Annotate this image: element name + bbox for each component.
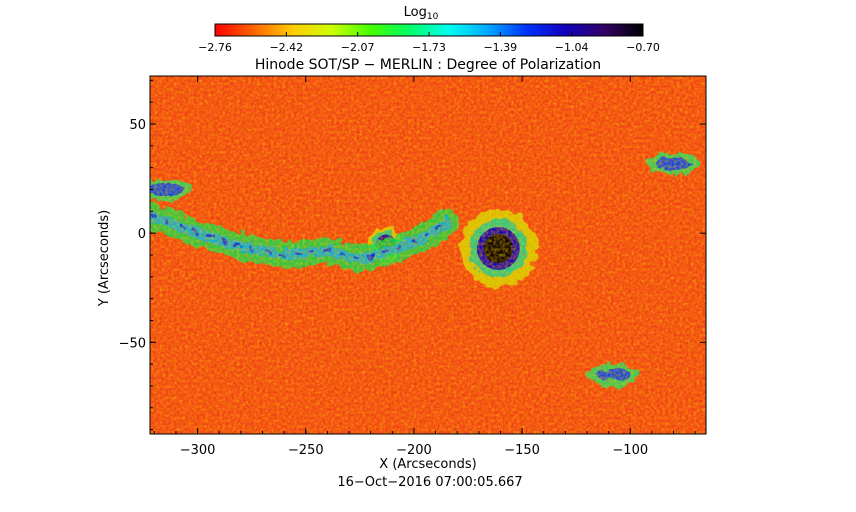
x-tick-label: −250 xyxy=(288,443,324,458)
colorbar-tick-label: −2.07 xyxy=(341,41,375,54)
colorbar-label: Log10 xyxy=(404,5,439,22)
y-tick-label: 50 xyxy=(129,118,146,133)
y-axis-label: Y (Arcseconds) xyxy=(97,210,112,307)
colorbar-tick-label: −1.04 xyxy=(555,41,589,54)
chart-title: Hinode SOT/SP − MERLIN : Degree of Polar… xyxy=(255,57,601,73)
plot-area: −300 −250 −200 −150 −100 50 0 −50 xyxy=(119,75,707,458)
x-tick-label: −200 xyxy=(396,443,432,458)
x-tick-label: −300 xyxy=(180,443,216,458)
y-tick-label: 0 xyxy=(138,227,146,242)
y-tick-label: −50 xyxy=(119,336,146,351)
colorbar-tick-label: −1.39 xyxy=(483,41,517,54)
x-tick-label: −150 xyxy=(504,443,540,458)
map-speckle xyxy=(150,76,706,434)
x-tick-label: −100 xyxy=(612,443,648,458)
colorbar-tick-label: −2.76 xyxy=(198,41,232,54)
colorbar-label-sub: 10 xyxy=(427,12,439,22)
colorbar-tick-label: −1.73 xyxy=(412,41,446,54)
colorbar-ticks: −2.76 −2.42 −2.07 −1.73 −1.39 −1.04 −0.70 xyxy=(198,32,660,54)
x-axis-label: X (Arcseconds) xyxy=(379,457,476,472)
x-axis: −300 −250 −200 −150 −100 xyxy=(153,76,696,458)
colorbar-tick-label: −0.70 xyxy=(626,41,660,54)
colorbar: Log10 −2.76 −2.42 −2.07 −1.73 −1.39 −1.04 −0.7… xyxy=(198,5,660,54)
colorbar-label-main: Log xyxy=(404,5,427,20)
timestamp: 16−Oct−2016 07:00:05.667 xyxy=(337,475,522,490)
y-axis: 50 0 −50 xyxy=(119,79,706,431)
colorbar-tick-label: −2.42 xyxy=(269,41,303,54)
